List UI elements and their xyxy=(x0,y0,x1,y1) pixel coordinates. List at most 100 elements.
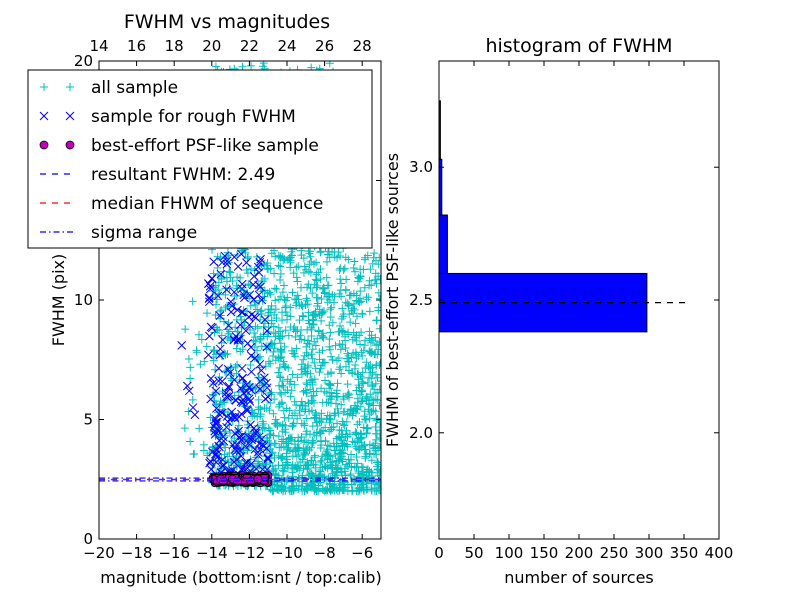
histogram-x-axis: 0 50 100 150 200 250 300 350 400 xyxy=(434,61,733,562)
x-tick-label: −8 xyxy=(314,544,336,562)
data-point xyxy=(206,456,215,466)
data-point xyxy=(275,354,284,363)
data-point xyxy=(277,398,286,407)
data-point xyxy=(343,480,352,489)
data-point xyxy=(280,255,289,264)
data-point xyxy=(359,423,368,432)
x-tick-label: 150 xyxy=(530,544,559,562)
data-point xyxy=(223,417,233,427)
data-point xyxy=(323,293,332,302)
data-point xyxy=(287,386,296,395)
data-point xyxy=(371,256,380,265)
data-point xyxy=(323,445,332,454)
data-point xyxy=(364,293,373,302)
data-point xyxy=(361,454,370,463)
data-point xyxy=(297,283,306,292)
data-point xyxy=(355,294,364,303)
x-tick-label: 100 xyxy=(495,544,524,562)
data-point xyxy=(265,288,274,297)
data-point xyxy=(255,335,264,344)
histogram-bar xyxy=(439,214,448,274)
data-point xyxy=(373,373,381,382)
data-point xyxy=(361,364,370,373)
data-point xyxy=(333,404,342,413)
data-point xyxy=(290,484,299,493)
data-point xyxy=(222,256,232,266)
data-point xyxy=(365,466,374,475)
data-point xyxy=(237,432,246,441)
data-point xyxy=(308,471,317,480)
data-point xyxy=(348,486,357,495)
data-point xyxy=(246,420,255,430)
data-point xyxy=(277,437,286,446)
data-point xyxy=(334,247,343,256)
data-point xyxy=(190,449,199,458)
data-point xyxy=(284,331,293,340)
x-tick-label: −14 xyxy=(196,544,228,562)
data-point xyxy=(206,374,216,383)
data-point xyxy=(269,347,278,356)
legend-item: all sample xyxy=(40,78,178,98)
data-point xyxy=(318,485,327,494)
data-point xyxy=(207,273,217,283)
data-point xyxy=(272,285,281,294)
data-point xyxy=(331,341,340,350)
x-tick-label: −10 xyxy=(271,544,303,562)
data-point xyxy=(311,463,320,472)
data-point xyxy=(326,305,335,314)
legend-swatch xyxy=(39,111,49,121)
data-point xyxy=(221,350,230,359)
data-point xyxy=(309,478,318,487)
data-point xyxy=(339,420,348,429)
data-point xyxy=(215,350,225,360)
data-point xyxy=(263,453,273,463)
data-point xyxy=(266,429,275,438)
data-point xyxy=(272,420,281,429)
data-point xyxy=(293,277,302,286)
data-point xyxy=(346,405,355,414)
data-point xyxy=(344,389,353,398)
data-point xyxy=(361,253,370,262)
data-point xyxy=(374,288,381,297)
data-point xyxy=(206,322,216,332)
data-point xyxy=(260,315,270,324)
data-point xyxy=(232,446,242,456)
data-point xyxy=(279,382,288,391)
data-point xyxy=(300,437,309,446)
data-point xyxy=(224,381,234,391)
data-point xyxy=(342,275,351,284)
data-point xyxy=(302,265,311,274)
data-point xyxy=(254,432,264,442)
data-point xyxy=(308,345,317,354)
data-point xyxy=(271,439,280,448)
x-tick-label: −20 xyxy=(83,544,115,562)
data-point xyxy=(254,395,263,404)
data-point xyxy=(278,422,287,431)
data-point xyxy=(340,442,349,451)
data-point xyxy=(250,342,259,351)
data-point xyxy=(255,376,265,386)
data-point xyxy=(188,395,197,404)
data-point xyxy=(375,294,381,303)
data-point xyxy=(332,457,341,466)
legend-item: sigma range xyxy=(40,223,197,243)
data-point xyxy=(213,291,223,301)
data-point xyxy=(308,378,317,387)
data-point xyxy=(286,253,295,262)
x-tick-label: 50 xyxy=(464,544,483,562)
data-point xyxy=(366,390,375,399)
series-sample-for-rough-fwhm xyxy=(177,226,273,482)
data-point xyxy=(287,346,296,355)
data-point xyxy=(302,369,311,378)
data-point xyxy=(312,270,321,279)
data-point xyxy=(365,334,374,343)
data-point xyxy=(266,264,275,273)
data-point xyxy=(325,392,334,401)
x-tick-label: −18 xyxy=(121,544,153,562)
data-point xyxy=(233,262,243,271)
data-point xyxy=(298,455,307,464)
data-point xyxy=(367,468,376,477)
data-point xyxy=(290,440,299,449)
data-point xyxy=(278,381,287,390)
data-point xyxy=(316,465,325,474)
